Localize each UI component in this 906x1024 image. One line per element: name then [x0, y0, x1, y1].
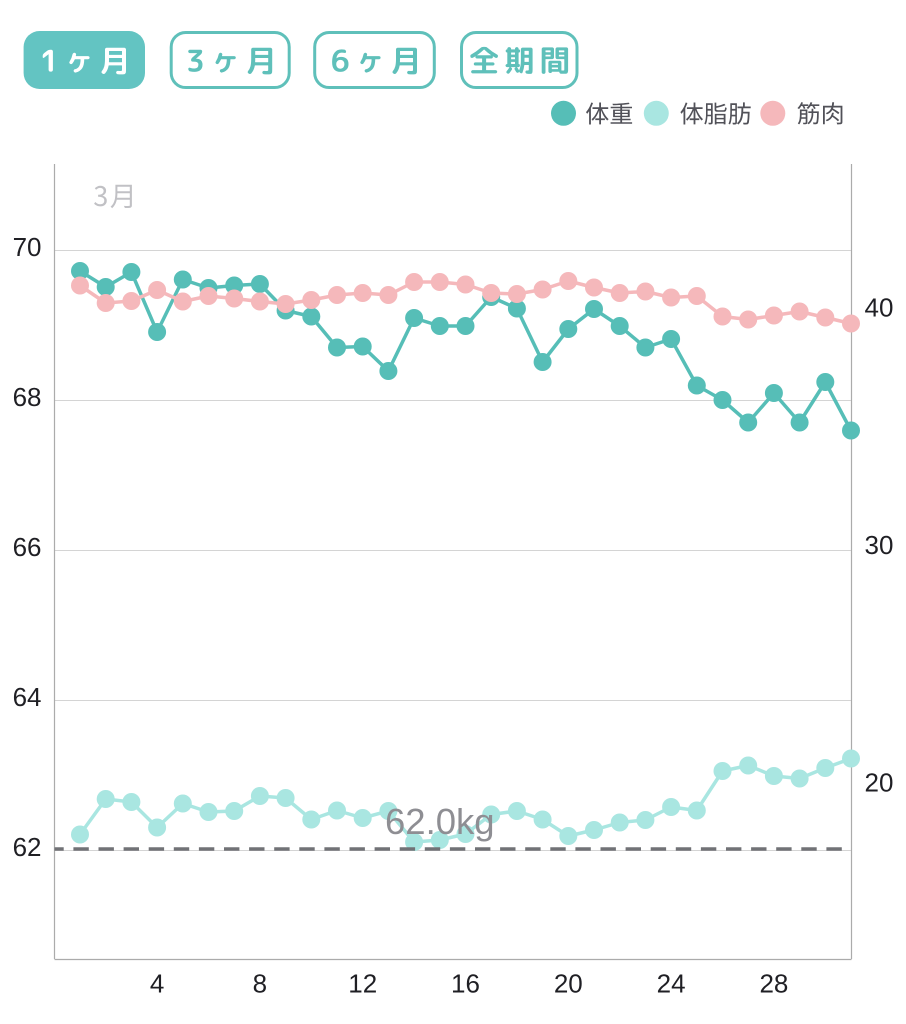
svg-text:20: 20 [554, 969, 583, 999]
svg-text:16: 16 [451, 969, 480, 999]
svg-text:4: 4 [150, 969, 164, 999]
svg-text:68: 68 [13, 382, 42, 412]
svg-text:64: 64 [13, 682, 42, 712]
svg-text:20: 20 [865, 767, 894, 797]
svg-text:24: 24 [657, 969, 686, 999]
svg-text:62: 62 [13, 832, 42, 862]
svg-text:62.0kg: 62.0kg [385, 801, 495, 842]
svg-text:8: 8 [253, 969, 267, 999]
svg-text:28: 28 [759, 969, 788, 999]
svg-text:66: 66 [13, 532, 42, 562]
svg-text:30: 30 [865, 530, 894, 560]
svg-text:70: 70 [13, 232, 42, 262]
svg-text:40: 40 [865, 292, 894, 322]
svg-text:12: 12 [348, 969, 377, 999]
